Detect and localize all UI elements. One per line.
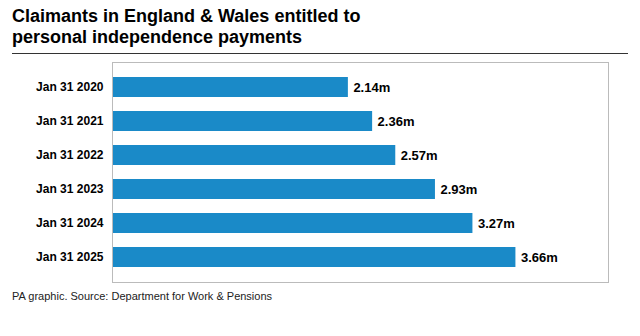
svg-text:2.36m: 2.36m bbox=[378, 114, 415, 129]
svg-text:3.27m: 3.27m bbox=[478, 216, 515, 231]
svg-text:2.57m: 2.57m bbox=[401, 148, 438, 163]
svg-text:Jan 31 2020: Jan 31 2020 bbox=[36, 81, 104, 95]
svg-text:Jan 31 2023: Jan 31 2023 bbox=[36, 183, 104, 197]
svg-text:2.14m: 2.14m bbox=[353, 80, 390, 95]
svg-text:Jan 31 2021: Jan 31 2021 bbox=[36, 115, 104, 129]
html-text:PA graphic. Source: Department: PA graphic. Source: Department for Work … bbox=[12, 290, 272, 303]
svg-text:Jan 31 2022: Jan 31 2022 bbox=[36, 149, 104, 163]
svg-text:2.93m: 2.93m bbox=[440, 182, 477, 197]
svg-text:Jan 31 2025: Jan 31 2025 bbox=[36, 251, 104, 265]
html-text:Claimants in England & Wales e: Claimants in England & Wales entitled to… bbox=[12, 6, 361, 47]
svg-text:Jan 31 2024: Jan 31 2024 bbox=[36, 217, 104, 231]
svg-text:3.66m: 3.66m bbox=[521, 250, 558, 265]
